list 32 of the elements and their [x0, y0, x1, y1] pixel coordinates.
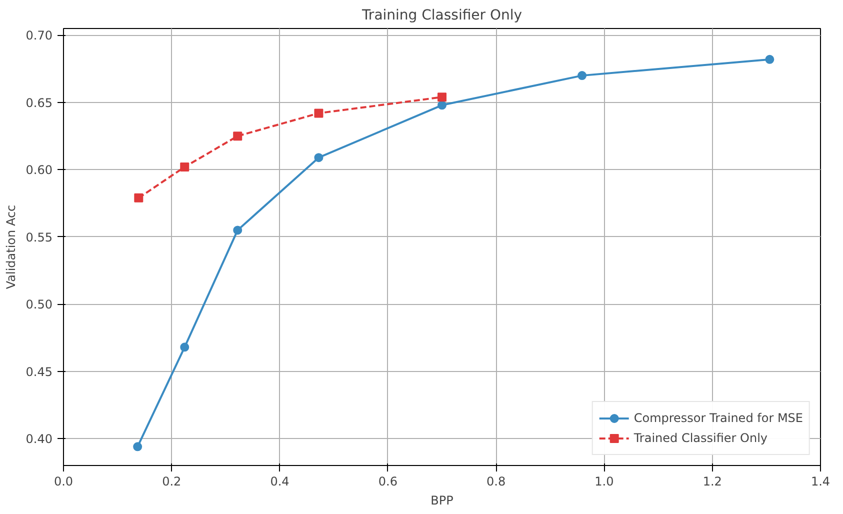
- x-tick-label: 1.0: [594, 474, 614, 488]
- legend-label: Trained Classifier Only: [634, 431, 768, 445]
- point: [133, 442, 142, 452]
- x-tick-label: 0.8: [486, 474, 506, 488]
- y-tick-label: 0.60: [26, 163, 52, 178]
- x-tick-label: 0.6: [378, 474, 398, 488]
- point: [180, 162, 190, 172]
- y-tick-label: 0.70: [26, 28, 52, 43]
- point: [438, 92, 446, 102]
- x-tick-label: 0.4: [270, 474, 290, 488]
- x-tick-label: 1.2: [702, 474, 722, 488]
- x-tick-label: 0.0: [54, 474, 74, 488]
- y-tick-label: 0.40: [26, 432, 52, 446]
- y-tick-label: 0.50: [26, 298, 52, 312]
- y-axis-title: Validation Acc: [4, 204, 18, 290]
- point: [134, 193, 144, 202]
- x-tick-label: 1.4: [810, 474, 830, 488]
- point: [578, 71, 587, 80]
- point: [180, 342, 190, 352]
- point: [314, 153, 324, 162]
- y-tick-label: 0.55: [26, 230, 52, 244]
- legend-label: Compressor Trained for MSE: [634, 411, 803, 425]
- chart-title: Training Classifier Only: [360, 8, 522, 24]
- x-axis-title: BPP: [430, 494, 454, 508]
- point: [314, 108, 324, 118]
- point: [438, 100, 446, 110]
- y-tick-label: 0.65: [26, 96, 52, 110]
- point: [233, 132, 242, 141]
- point: [233, 226, 242, 235]
- point: [765, 54, 774, 64]
- y-tick-label: 0.45: [26, 364, 52, 379]
- x-tick-label: 0.2: [162, 474, 182, 488]
